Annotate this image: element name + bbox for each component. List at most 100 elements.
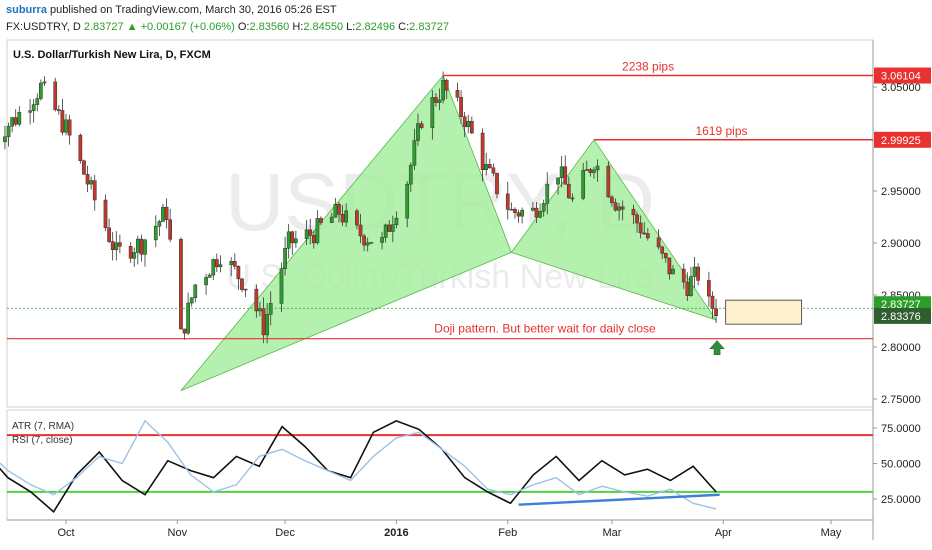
candle-body (17, 112, 22, 125)
candle-body (559, 166, 564, 179)
candle-body (258, 308, 262, 312)
price-tag-label: 2.83376 (881, 311, 921, 323)
candle-body (344, 210, 348, 223)
price-tick-label: 2.95000 (881, 186, 921, 198)
candle-body (56, 109, 61, 111)
candle-body (383, 224, 388, 238)
candle-body (31, 104, 36, 111)
candle-body (588, 169, 593, 173)
buy-arrow-icon (709, 340, 725, 355)
candle-body (469, 121, 474, 134)
close-label: C: (398, 21, 410, 33)
candle-body (667, 257, 672, 275)
candle-body (455, 89, 460, 98)
candle-body (265, 314, 269, 336)
candle-body (631, 208, 636, 216)
candle-body (405, 183, 410, 219)
open-label: O: (237, 21, 250, 33)
candle-body (462, 116, 467, 128)
candle-body (283, 248, 287, 269)
candle-body (541, 203, 546, 212)
candle-body (656, 237, 661, 248)
candle-body (671, 268, 675, 275)
publish-info: suburra published on TradingView.com, Ma… (6, 4, 337, 16)
candle-body (211, 259, 216, 276)
legend-atr: ATR (7, RMA) (12, 421, 74, 432)
price-tick-label: 2.90000 (881, 238, 921, 250)
candle-body (110, 241, 115, 250)
candle-body (362, 235, 366, 246)
candle-body (261, 308, 266, 336)
candle-body (513, 208, 517, 213)
candle-body (595, 165, 600, 171)
candle-body (153, 225, 158, 241)
candle-body (563, 166, 568, 185)
candle-body (128, 246, 133, 259)
candle-body (286, 231, 291, 249)
price-tag (874, 131, 931, 148)
time-tick-label: 2016 (384, 527, 408, 539)
candles (3, 71, 718, 344)
candle-body (516, 212, 521, 217)
candle-body (319, 218, 323, 223)
candle-body (520, 209, 524, 217)
candle-body (419, 123, 424, 128)
candle-body (365, 242, 370, 246)
candle-body (534, 207, 539, 218)
candle-body (240, 278, 244, 290)
candle-body (78, 134, 83, 162)
candle-body (114, 242, 119, 250)
price-tick-label: 2.75000 (881, 394, 921, 406)
rsi-trend-line (518, 493, 720, 506)
candle-body (161, 206, 165, 222)
candle-body (337, 204, 341, 215)
candle-body (243, 288, 248, 291)
candle-body (685, 281, 690, 296)
ohlc-bar: FX:USDTRY, D 2.83727 ▲ +0.00167 (+0.06%)… (6, 21, 449, 33)
candle-body (584, 169, 589, 171)
candle-body (390, 224, 395, 232)
candle-body (437, 99, 442, 103)
candle-body (279, 268, 284, 304)
candle-body (566, 183, 571, 199)
oscillator-pane[interactable] (6, 409, 874, 521)
candle-body (268, 303, 273, 315)
candle-body (416, 123, 420, 141)
symbol-label[interactable]: FX:USDTRY, D (6, 21, 81, 33)
candle-body (466, 121, 471, 128)
candle-body (139, 238, 144, 255)
candle-body (509, 208, 514, 211)
candle-body (89, 180, 93, 185)
open-value: 2.83560 (249, 21, 290, 33)
candle-body (545, 183, 550, 204)
candle-body (635, 214, 639, 224)
candle-body (408, 164, 413, 185)
time-tick-label: Feb (498, 527, 517, 539)
chart-header: suburra published on TradingView.com, Ma… (0, 0, 932, 38)
candle-body (358, 224, 363, 237)
candle-body (689, 276, 693, 296)
candle-body (495, 172, 499, 195)
candle-body (613, 202, 618, 211)
price-tick-label: 2.80000 (881, 342, 921, 354)
osc-tick-label: 75.0000 (881, 423, 921, 435)
price-tag (874, 307, 931, 324)
candle-body (538, 211, 542, 218)
candle-body (645, 233, 650, 239)
high-value: 2.84550 (303, 21, 344, 33)
candle-body (3, 136, 7, 143)
candle-body (638, 222, 643, 234)
price-tag (874, 67, 931, 84)
candle-body (214, 259, 219, 268)
time-tick-label: May (821, 527, 842, 539)
candle-body (681, 268, 686, 283)
candle-body (441, 80, 445, 101)
time-tick-label: Mar (602, 527, 621, 539)
candle-body (92, 180, 97, 201)
author-link[interactable]: suburra (6, 4, 47, 16)
candle-body (333, 204, 338, 218)
candle-body (434, 97, 438, 103)
candle-body (207, 274, 212, 278)
price-tag-label: 3.06104 (881, 71, 921, 83)
